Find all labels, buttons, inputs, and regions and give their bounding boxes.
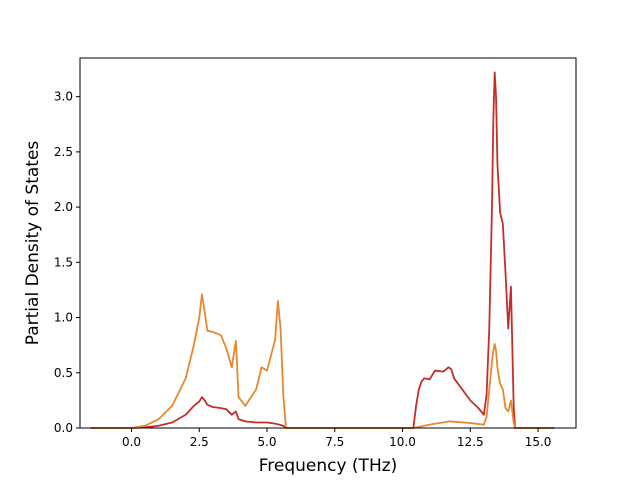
series-lines [90,71,555,429]
y-tick-label: 2.5 [54,145,73,159]
y-axis-label: Partial Density of States [23,141,43,346]
x-tick-label: 7.5 [325,435,344,449]
x-tick-label: 15.0 [525,435,552,449]
x-tick-label: 12.5 [457,435,484,449]
y-tick-label: 1.0 [54,311,73,325]
y-tick-label: 0.0 [54,421,73,435]
y-tick-label: 1.5 [54,255,73,269]
y-tick-label: 3.0 [54,90,73,104]
series-line-1 [90,71,555,429]
x-tick-label: 10.0 [389,435,416,449]
plot-area-frame [79,57,577,429]
x-tick-label: 2.5 [190,435,209,449]
y-tick-label: 0.5 [54,366,73,380]
x-tick-label: 5.0 [257,435,276,449]
series-line-2 [90,293,555,429]
x-tick-label: 0.0 [122,435,141,449]
y-tick-label: 2.0 [54,200,73,214]
axis-ticks: 0.0 2.5 5.0 7.5 10.0 12.5 15.0 0.0 0.5 1.0 1.5 2.0 2… [54,90,552,449]
x-axis-label: Frequency (THz) [259,456,398,476]
